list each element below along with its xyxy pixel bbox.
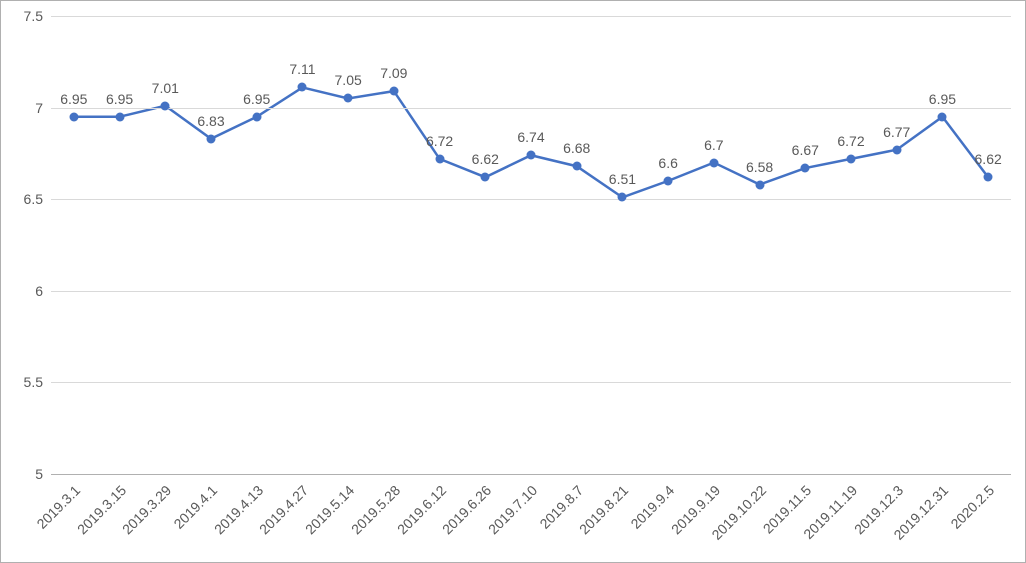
- x-tick-label: 2019.4.27: [256, 482, 311, 537]
- gridline: [51, 16, 1011, 17]
- data-label: 6.51: [609, 171, 636, 187]
- data-marker: [344, 94, 353, 103]
- gridline: [51, 199, 1011, 200]
- y-tick-label: 6.5: [3, 191, 43, 207]
- data-label: 6.95: [243, 91, 270, 107]
- data-marker: [984, 173, 993, 182]
- data-marker: [618, 193, 627, 202]
- y-tick-label: 5.5: [3, 374, 43, 390]
- data-label: 6.95: [929, 91, 956, 107]
- x-tick-label: 2019.5.28: [348, 482, 403, 537]
- gridline: [51, 108, 1011, 109]
- y-tick-label: 7.5: [3, 8, 43, 24]
- data-marker: [572, 162, 581, 171]
- data-label: 6.83: [197, 113, 224, 129]
- data-marker: [161, 101, 170, 110]
- data-label: 6.62: [975, 151, 1002, 167]
- data-label: 7.05: [335, 72, 362, 88]
- data-marker: [847, 154, 856, 163]
- data-label: 6.95: [60, 91, 87, 107]
- y-tick-label: 5: [3, 466, 43, 482]
- data-marker: [481, 173, 490, 182]
- data-marker: [892, 145, 901, 154]
- data-marker: [938, 112, 947, 121]
- x-tick-label: 2019.5.14: [302, 482, 357, 537]
- line-chart: 6.956.957.016.836.957.117.057.096.726.62…: [0, 0, 1026, 563]
- data-label: 6.95: [106, 91, 133, 107]
- data-marker: [115, 112, 124, 121]
- data-marker: [252, 112, 261, 121]
- data-label: 6.58: [746, 159, 773, 175]
- chart-svg: [51, 16, 1011, 474]
- data-label: 7.09: [380, 65, 407, 81]
- data-label: 6.72: [426, 133, 453, 149]
- data-label: 6.74: [517, 129, 544, 145]
- data-label: 6.6: [658, 155, 677, 171]
- x-tick-label: 2019.6.12: [394, 482, 449, 537]
- x-tick-label: 2020.2.5: [948, 482, 998, 532]
- x-tick-label: 2019.6.26: [439, 482, 494, 537]
- data-label: 6.67: [792, 142, 819, 158]
- data-marker: [435, 154, 444, 163]
- x-tick-label: 2019.7.10: [485, 482, 540, 537]
- data-marker: [298, 83, 307, 92]
- data-marker: [527, 151, 536, 160]
- gridline: [51, 382, 1011, 383]
- data-marker: [801, 164, 810, 173]
- data-label: 6.62: [472, 151, 499, 167]
- plot-area: 6.95 6.95 7.01 6.83 6.95 7.11 7.05 7.09 6.72 6.62…: [51, 16, 1011, 475]
- data-marker: [207, 134, 216, 143]
- data-label: 6.72: [837, 133, 864, 149]
- y-tick-label: 7: [3, 100, 43, 116]
- gridline: [51, 291, 1011, 292]
- x-tick-label: 2019.3.29: [119, 482, 174, 537]
- y-tick-label: 6: [3, 283, 43, 299]
- data-marker: [755, 180, 764, 189]
- data-marker: [389, 87, 398, 96]
- data-marker: [664, 176, 673, 185]
- data-marker: [69, 112, 78, 121]
- data-marker: [709, 158, 718, 167]
- data-label: 6.77: [883, 124, 910, 140]
- data-label: 7.01: [152, 80, 179, 96]
- data-label: 6.68: [563, 140, 590, 156]
- data-label: 7.11: [289, 61, 315, 77]
- data-label: 6.7: [704, 137, 723, 153]
